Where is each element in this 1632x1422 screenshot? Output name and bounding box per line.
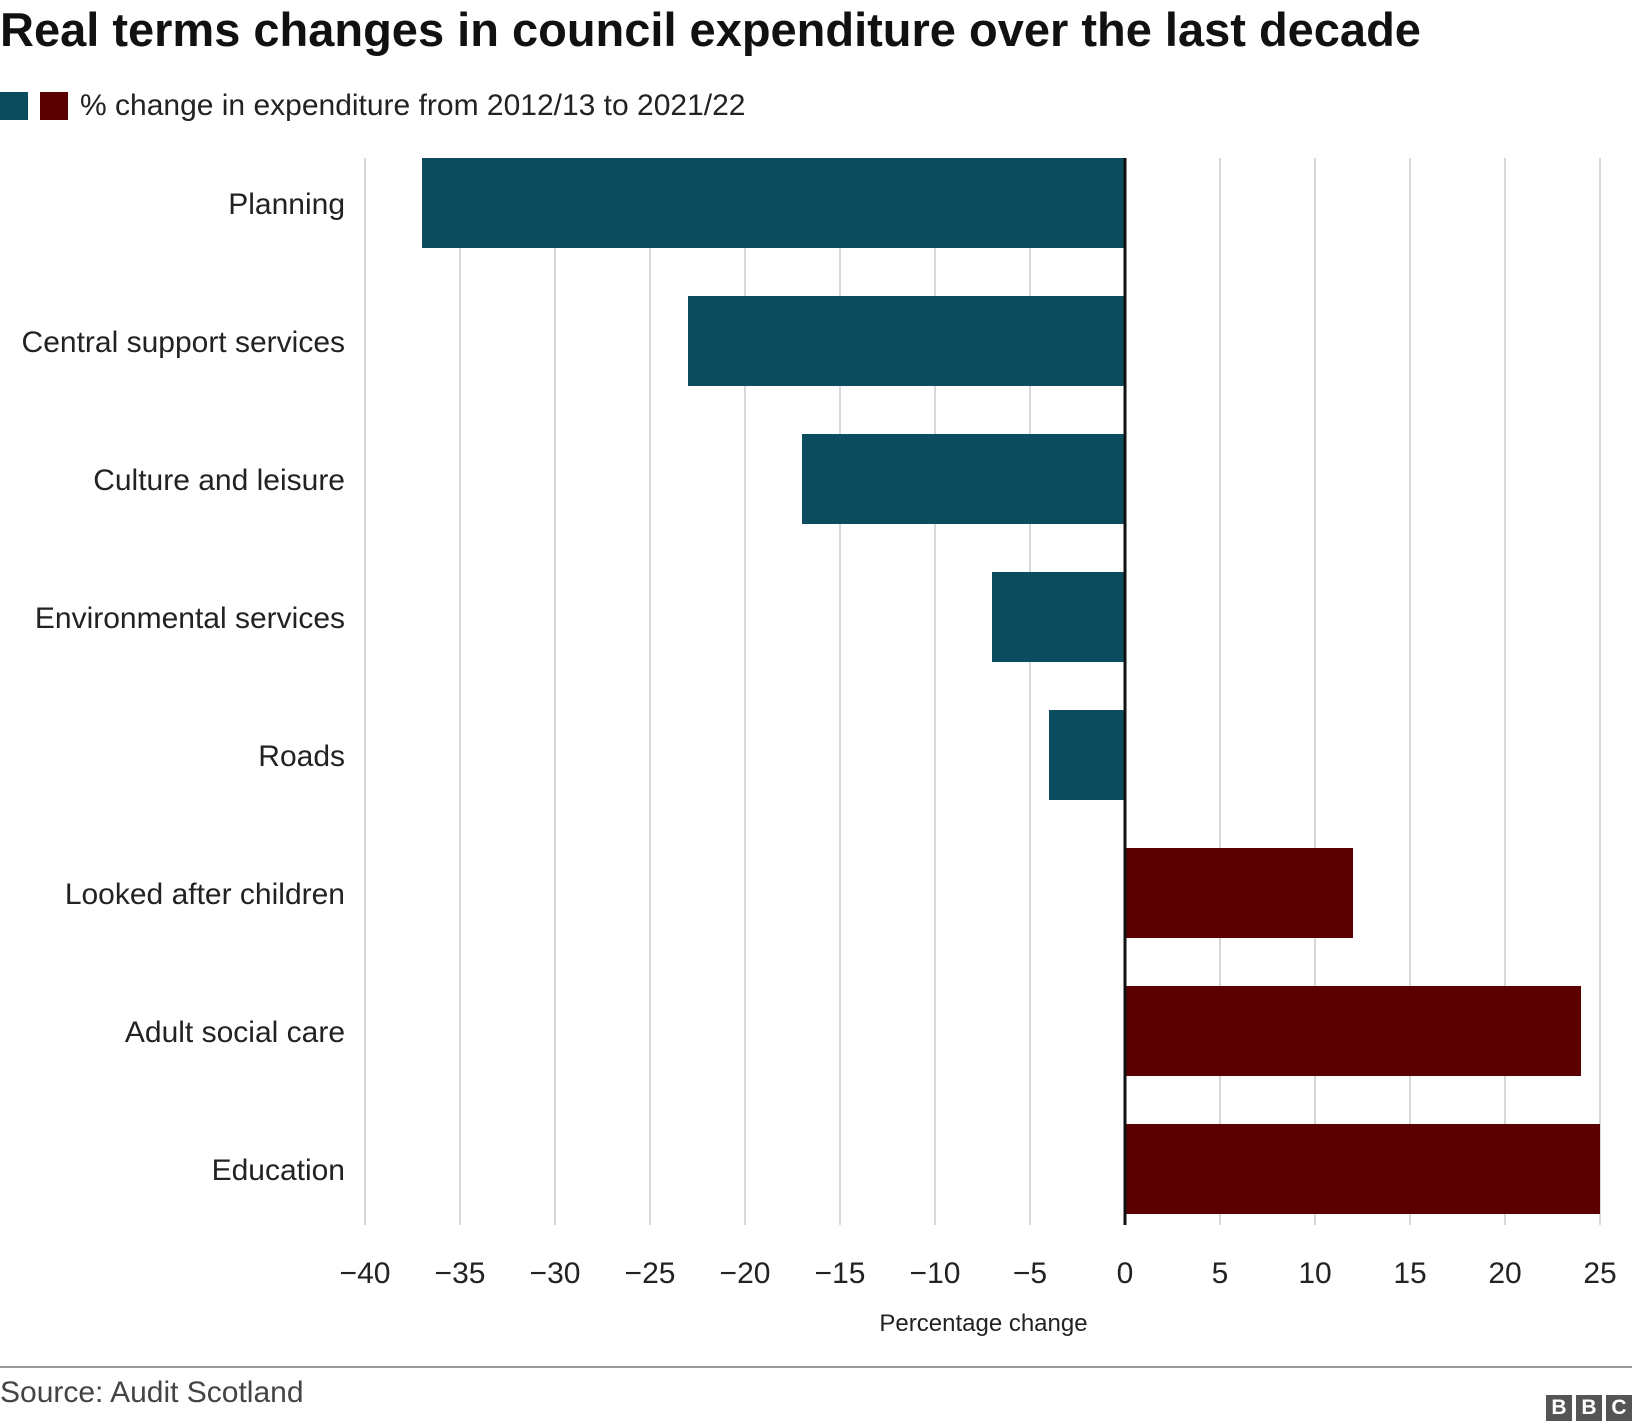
category-label: Central support services [22,326,345,359]
bar [802,434,1125,524]
x-tick-label: −35 [435,1257,486,1290]
logo-letter: B [1546,1395,1572,1421]
category-label: Planning [228,188,345,221]
x-tick-label: 10 [1298,1257,1331,1290]
bar [992,572,1125,662]
bbc-logo: B B C [1546,1395,1632,1421]
bar [1125,1124,1600,1214]
source-note: Source: Audit Scotland [0,1376,304,1409]
footer-divider [0,1366,1632,1368]
bar [1125,848,1353,938]
x-tick-label: −40 [340,1257,391,1290]
x-tick-label: −30 [530,1257,581,1290]
chart-title: Real terms changes in council expenditur… [0,3,1421,56]
category-label: Education [212,1154,345,1187]
bar [422,158,1125,248]
x-tick-labels: −40 −35 −30 −25 −20 −15 −10 −5 0 5 10 15 20 25 [340,1257,1617,1290]
category-label: Culture and leisure [93,464,345,497]
category-labels: Planning Central support services Culture … [22,188,345,1187]
x-tick-label: −15 [815,1257,866,1290]
legend-swatch-positive [40,92,68,120]
x-tick-label: 5 [1212,1257,1229,1290]
bar-chart: Planning Central support services Culture … [22,158,1617,1337]
bar [688,296,1125,386]
x-tick-label: 15 [1393,1257,1426,1290]
logo-letter: B [1576,1395,1602,1421]
x-tick-label: −5 [1013,1257,1047,1290]
x-tick-label: −20 [720,1257,771,1290]
x-axis-title: Percentage change [879,1310,1087,1337]
category-label: Adult social care [125,1016,345,1049]
bars [422,158,1600,1214]
x-tick-label: 20 [1488,1257,1521,1290]
x-tick-label: −10 [910,1257,961,1290]
x-tick-label: 0 [1117,1257,1134,1290]
logo-letter: C [1606,1395,1632,1421]
category-label: Roads [258,740,345,773]
bar [1049,710,1125,800]
category-label: Looked after children [65,878,345,911]
legend-label: % change in expenditure from 2012/13 to … [80,89,746,122]
legend-swatch-negative [0,92,28,120]
x-tick-label: 25 [1583,1257,1616,1290]
legend: % change in expenditure from 2012/13 to … [0,86,745,126]
category-label: Environmental services [35,602,345,635]
bar [1125,986,1581,1076]
x-tick-label: −25 [625,1257,676,1290]
